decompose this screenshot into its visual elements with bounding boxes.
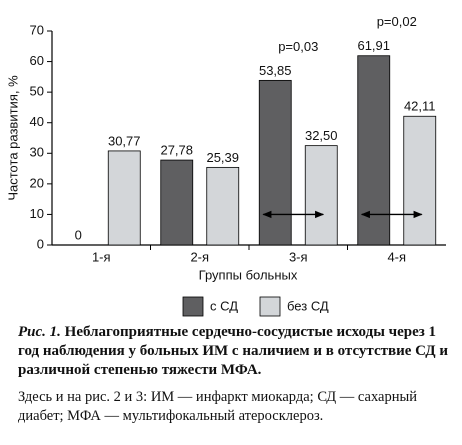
- x-axis-label: Группы больных: [199, 267, 298, 282]
- y-tick-label: 70: [30, 22, 44, 37]
- bar: [357, 55, 391, 246]
- x-tick-label: 2-я: [190, 249, 209, 264]
- x-tick-label: 4-я: [387, 249, 406, 264]
- bar: [403, 115, 437, 246]
- y-tick-label: 10: [30, 206, 44, 221]
- y-tick-label: 50: [30, 84, 44, 99]
- value-label: 0: [75, 227, 82, 242]
- legend-swatch: [259, 296, 281, 317]
- bar: [304, 145, 338, 246]
- legend-swatch: [182, 296, 204, 317]
- caption-title-block: Рис. 1. Неблагоприятные сердечно-сосудис…: [18, 323, 450, 380]
- value-label: 27,78: [160, 143, 193, 158]
- value-label: 53,85: [259, 63, 292, 78]
- caption-label: Рис. 1.: [18, 324, 61, 340]
- bar: [107, 150, 141, 246]
- caption-note: Здесь и на рис. 2 и 3: ИМ — инфаркт миок…: [18, 389, 417, 424]
- chart: Частота развития, % Группы больных 0 10 20…: [5, 14, 446, 317]
- value-label: 61,91: [357, 38, 390, 53]
- y-tick-label: 30: [30, 145, 44, 160]
- y-tick-label: 60: [30, 53, 44, 68]
- x-tick-label: 1-я: [92, 249, 111, 264]
- y-axis-label: Частота развития, %: [5, 75, 20, 201]
- value-label: 25,39: [206, 150, 239, 165]
- y-tick-label: 20: [30, 175, 44, 190]
- y-tick-label: 40: [30, 114, 44, 129]
- x-tick-label: 3-я: [289, 249, 308, 264]
- bar: [160, 159, 194, 246]
- caption: Рис. 1. Неблагоприятные сердечно-сосудис…: [18, 323, 450, 426]
- value-label: 42,11: [404, 99, 436, 114]
- caption-title: Неблагоприятные сердечно-сосудистые исхо…: [18, 324, 448, 378]
- y-tick-label: 0: [37, 236, 44, 251]
- p-value: p=0,03: [278, 39, 318, 54]
- value-label: 32,50: [305, 128, 338, 143]
- value-label: 30,77: [108, 133, 141, 148]
- legend-label: без СД: [287, 298, 329, 313]
- bar: [206, 166, 240, 246]
- bar: [258, 79, 292, 246]
- legend-label: с СД: [210, 298, 238, 313]
- p-value: p=0,02: [377, 14, 417, 29]
